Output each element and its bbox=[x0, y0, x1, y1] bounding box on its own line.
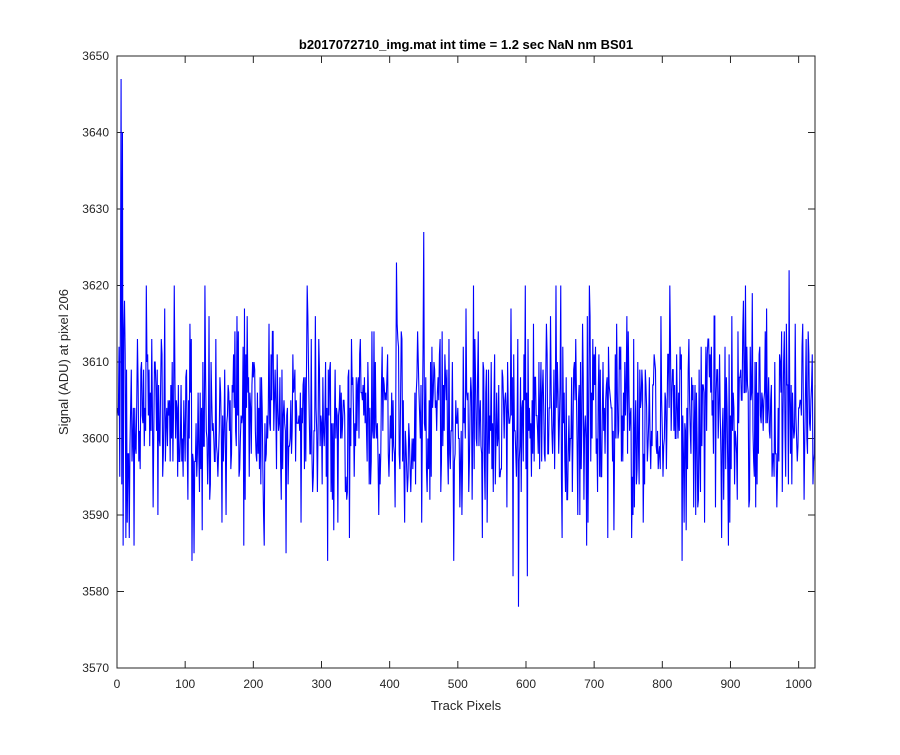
x-tick-label: 600 bbox=[516, 677, 536, 691]
axes-box bbox=[116, 55, 816, 669]
x-tick-label: 200 bbox=[243, 677, 263, 691]
x-tick-label: 1000 bbox=[785, 677, 812, 691]
chart-title: b2017072710_img.mat int time = 1.2 sec N… bbox=[299, 37, 633, 52]
y-tick-label: 3620 bbox=[82, 279, 109, 293]
x-tick-label: 900 bbox=[720, 677, 740, 691]
y-tick-label: 3590 bbox=[82, 508, 109, 522]
x-tick-label: 500 bbox=[448, 677, 468, 691]
y-tick-label: 3600 bbox=[82, 432, 109, 446]
y-tick-label: 3630 bbox=[82, 202, 109, 216]
x-tick-label: 800 bbox=[652, 677, 672, 691]
y-tick-label: 3650 bbox=[82, 49, 109, 63]
y-axis-title: Signal (ADU) at pixel 206 bbox=[56, 289, 71, 435]
x-tick-label: 700 bbox=[584, 677, 604, 691]
x-tick-label: 100 bbox=[175, 677, 195, 691]
signal-series-line bbox=[117, 78, 816, 607]
y-tick-label: 3610 bbox=[82, 355, 109, 369]
y-tick-label: 3640 bbox=[82, 126, 109, 140]
x-axis-title: Track Pixels bbox=[431, 698, 502, 713]
y-tick-label: 3580 bbox=[82, 585, 109, 599]
y-tick-label: 3570 bbox=[82, 661, 109, 675]
x-tick-label: 0 bbox=[114, 677, 121, 691]
x-tick-label: 300 bbox=[311, 677, 331, 691]
x-tick-label: 400 bbox=[380, 677, 400, 691]
